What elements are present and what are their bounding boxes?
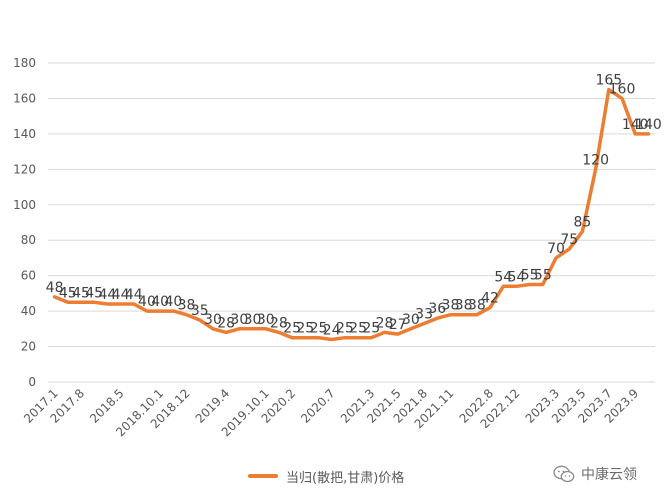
data-label: 45 [85, 285, 103, 301]
y-tick-label: 120 [13, 162, 36, 176]
data-label: 28 [217, 315, 235, 331]
data-label: 25 [349, 321, 367, 337]
y-tick-label: 180 [13, 56, 36, 70]
data-label: 48 [46, 280, 64, 296]
data-label: 25 [310, 321, 328, 337]
data-label: 42 [481, 291, 499, 307]
y-tick-label: 20 [21, 340, 36, 354]
data-label: 33 [415, 307, 433, 323]
data-label: 165 [595, 73, 622, 89]
x-tick-label: 2018.5 [87, 386, 127, 426]
data-label: 25 [362, 321, 380, 337]
data-label: 38 [455, 298, 473, 314]
data-label: 30 [204, 312, 222, 328]
data-label: 54 [508, 269, 526, 285]
y-axis-ticks: 0 20 40 60 80 100 120 140 160 180 [13, 56, 36, 389]
data-label: 30 [230, 312, 248, 328]
data-label: 40 [151, 294, 169, 310]
data-label: 30 [244, 312, 262, 328]
data-label: 28 [376, 315, 394, 331]
y-tick-label: 140 [13, 127, 36, 141]
chart-legend: 当归(散把,甘肃)价格 [248, 466, 404, 486]
y-tick-label: 100 [13, 198, 36, 212]
x-tick-label: 2019.4 [193, 386, 233, 426]
data-label: 25 [336, 321, 354, 337]
y-tick-label: 0 [28, 375, 36, 389]
data-label: 55 [521, 268, 539, 284]
data-label: 25 [296, 321, 314, 337]
data-label: 36 [428, 301, 446, 317]
data-label: 40 [138, 294, 156, 310]
data-label: 85 [574, 214, 592, 230]
data-label: 75 [560, 232, 578, 248]
data-label: 38 [442, 298, 460, 314]
data-label: 45 [72, 285, 90, 301]
data-label: 40 [164, 294, 182, 310]
data-label: 38 [178, 298, 196, 314]
data-label: 28 [270, 315, 288, 331]
data-label: 55 [534, 268, 552, 284]
legend-swatch [248, 474, 278, 478]
series-line [52, 87, 651, 342]
data-label: 44 [125, 287, 143, 303]
y-tick-label: 40 [21, 304, 36, 318]
data-label: 27 [389, 317, 407, 333]
data-label: 30 [402, 312, 420, 328]
data-label: 24 [323, 322, 341, 338]
data-labels: 4845454544444440404038353028303030282525… [46, 73, 662, 339]
y-tick-label: 160 [13, 91, 36, 105]
data-label: 140 [635, 117, 662, 133]
data-label: 44 [112, 287, 130, 303]
y-tick-label: 60 [21, 269, 36, 283]
data-label: 160 [609, 81, 636, 97]
data-label: 70 [547, 241, 565, 257]
legend-label: 当归(散把,甘肃)价格 [286, 470, 405, 486]
y-tick-label: 80 [21, 233, 36, 247]
watermark: 中康云领 [553, 462, 637, 486]
watermark-text: 中康云领 [581, 467, 637, 483]
data-label: 44 [98, 287, 116, 303]
data-label: 38 [468, 298, 486, 314]
wechat-icon [553, 465, 575, 483]
data-label: 120 [582, 152, 609, 168]
data-label: 54 [494, 269, 512, 285]
x-tick-label: 2020.7 [298, 386, 338, 426]
data-label: 30 [257, 312, 275, 328]
series-group [52, 87, 651, 342]
data-label: 35 [191, 303, 209, 319]
data-label: 25 [283, 321, 301, 337]
data-label: 45 [59, 285, 77, 301]
data-label: 140 [622, 117, 649, 133]
